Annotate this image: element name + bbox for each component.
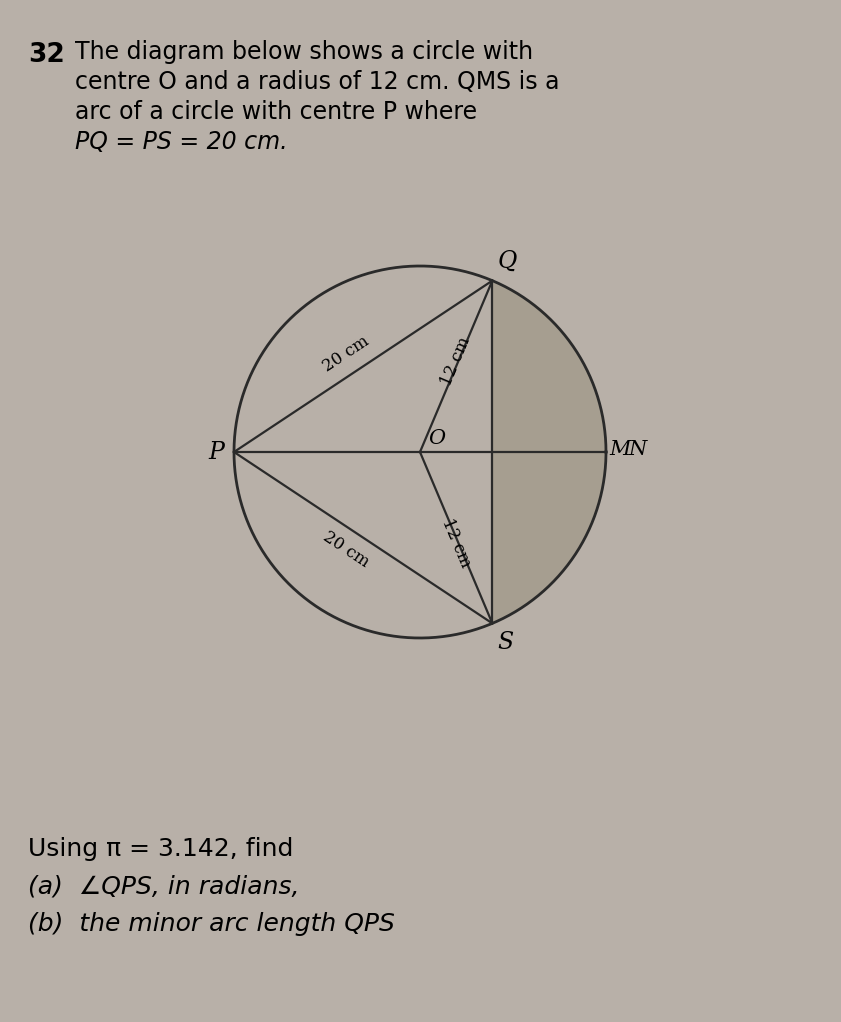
Text: N: N (628, 439, 646, 459)
Text: S: S (497, 632, 514, 654)
Text: PQ = PS = 20 cm.: PQ = PS = 20 cm. (75, 130, 288, 154)
Text: M: M (609, 439, 631, 459)
Text: 20 cm: 20 cm (320, 528, 373, 571)
Text: (b)  the minor arc length QPS: (b) the minor arc length QPS (28, 912, 395, 936)
Text: arc of a circle with centre P where: arc of a circle with centre P where (75, 100, 477, 124)
Text: 12 cm: 12 cm (438, 334, 474, 388)
Text: Using π = 3.142, find: Using π = 3.142, find (28, 837, 294, 861)
Text: 32: 32 (28, 42, 65, 68)
Text: Q: Q (497, 249, 516, 273)
Text: 12 cm: 12 cm (438, 516, 474, 570)
Text: 20 cm: 20 cm (320, 333, 373, 376)
Text: (a)  ∠QPS, in radians,: (a) ∠QPS, in radians, (28, 874, 299, 898)
Text: P: P (208, 440, 224, 464)
Text: centre O and a radius of 12 cm. QMS is a: centre O and a radius of 12 cm. QMS is a (75, 69, 559, 94)
Text: The diagram below shows a circle with: The diagram below shows a circle with (75, 40, 533, 64)
Polygon shape (492, 281, 606, 623)
Text: O: O (428, 429, 445, 448)
